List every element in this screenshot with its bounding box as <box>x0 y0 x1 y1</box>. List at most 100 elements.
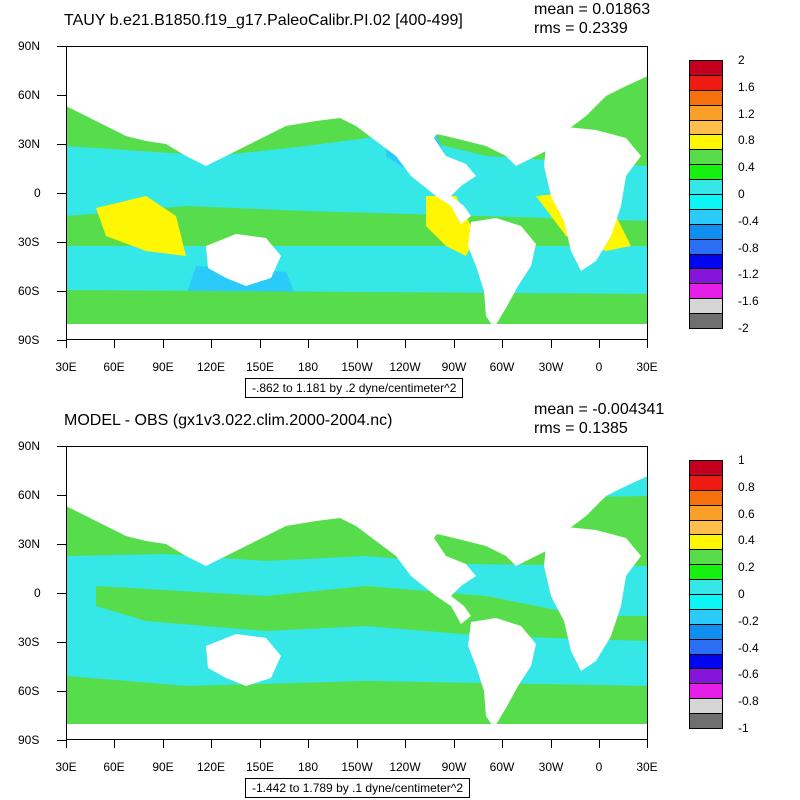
lat-tick <box>57 740 67 741</box>
lon-label: 120E <box>196 360 226 374</box>
lon-label: 30E <box>55 760 77 774</box>
lon-label: 90W <box>441 760 467 774</box>
lon-label: 120E <box>196 760 226 774</box>
colorbar-swatch <box>689 594 723 610</box>
lon-tick <box>647 340 648 348</box>
colorbar-label: -0.6 <box>738 667 759 682</box>
colorbar-label: 1.6 <box>738 79 755 94</box>
map-plot <box>66 446 648 740</box>
lon-label: 30W <box>538 760 564 774</box>
colorbar-swatch <box>689 164 723 181</box>
map-plot <box>66 46 648 340</box>
colorbar-swatch <box>689 134 723 151</box>
colorbar-swatch <box>689 208 723 225</box>
colorbar-swatch <box>689 253 723 270</box>
colorbar-swatch <box>689 313 723 329</box>
lon-label: 90E <box>152 360 174 374</box>
lat-label: 90S <box>18 333 40 347</box>
lon-label: 90W <box>441 360 467 374</box>
lat-tick <box>57 340 67 341</box>
lon-label: 30E <box>55 360 77 374</box>
lat-tick <box>57 144 67 145</box>
lat-label: 60N <box>18 88 41 102</box>
lon-tick <box>502 340 503 348</box>
colorbar-swatch <box>689 579 723 595</box>
colorbar-swatch <box>689 89 723 106</box>
lat-label: 30S <box>18 635 40 649</box>
mean-value: mean = 0.01863 <box>534 1 651 18</box>
lat-tick <box>57 593 67 594</box>
lon-tick <box>260 340 261 348</box>
lon-tick <box>454 340 455 348</box>
lon-label: 120W <box>389 360 421 374</box>
colorbar-label: -0.8 <box>738 240 759 255</box>
colorbar-swatch <box>689 564 723 581</box>
lon-tick <box>647 740 648 748</box>
lon-label: 0 <box>595 360 603 374</box>
lon-label: 60W <box>489 760 515 774</box>
colorbar-swatch <box>689 549 723 566</box>
plot-title: MODEL - OBS (gx1v3.022.clim.2000-2004.nc… <box>64 412 393 429</box>
colorbar-label: -1.2 <box>738 267 759 282</box>
lat-tick <box>57 544 67 545</box>
lat-label: 60N <box>18 488 41 502</box>
lon-label: 150E <box>245 360 275 374</box>
colorbar-label: 0.2 <box>738 560 755 575</box>
mean-value: mean = -0.004341 <box>534 401 665 418</box>
colorbar-swatch <box>689 104 723 121</box>
lon-label: 120W <box>389 760 421 774</box>
colorbar <box>689 460 724 729</box>
lat-tick <box>57 193 67 194</box>
colorbar-swatch <box>689 238 723 255</box>
lon-tick <box>357 740 358 748</box>
lon-tick <box>211 340 212 348</box>
lon-label: 30E <box>636 360 658 374</box>
contour-info-box: -.862 to 1.181 by .2 dyne/centimeter^2 <box>245 378 464 398</box>
lon-label: 0 <box>595 760 603 774</box>
lon-tick <box>551 340 552 348</box>
lon-tick <box>66 340 67 348</box>
colorbar-label: 0.8 <box>738 479 755 494</box>
top-panel: TAUY b.e21.B1850.f19_g17.PaleoCalibr.PI.… <box>18 1 759 398</box>
lon-tick <box>163 740 164 748</box>
colorbar-swatch <box>689 60 723 76</box>
lat-label: 30N <box>18 537 41 551</box>
lon-label: 60E <box>103 360 125 374</box>
lon-tick <box>599 740 600 748</box>
lon-label: 60E <box>103 760 125 774</box>
lon-tick <box>114 340 115 348</box>
lon-tick <box>308 740 309 748</box>
colorbar-swatch <box>689 489 723 506</box>
colorbar-swatch <box>689 608 723 625</box>
colorbar-swatch <box>689 474 723 491</box>
lat-label: 30S <box>18 235 40 249</box>
lat-tick <box>57 691 67 692</box>
plot-title: TAUY b.e21.B1850.f19_g17.PaleoCalibr.PI.… <box>64 12 463 29</box>
lat-tick <box>57 446 67 447</box>
colorbar-swatch <box>689 713 723 729</box>
colorbar-label: -0.8 <box>738 694 759 709</box>
colorbar <box>689 60 724 329</box>
lon-tick <box>66 740 67 748</box>
colorbar-label: 0.8 <box>738 133 755 148</box>
lon-label: 180 <box>297 360 319 374</box>
colorbar-label: -0.4 <box>738 213 759 228</box>
colorbar-swatch <box>689 698 723 715</box>
colorbar-label: -0.2 <box>738 613 759 628</box>
colorbar-swatch <box>689 119 723 136</box>
lon-label: 150W <box>341 360 373 374</box>
colorbar-label: 2 <box>738 53 745 67</box>
lon-label: 90E <box>152 760 174 774</box>
colorbar-swatch <box>689 623 723 640</box>
lon-tick <box>405 740 406 748</box>
colorbar-label: 0.4 <box>738 160 755 175</box>
colorbar-swatch <box>689 149 723 166</box>
lat-label: 30N <box>18 137 41 151</box>
colorbar-swatch <box>689 74 723 91</box>
lon-tick <box>551 740 552 748</box>
colorbar-swatch <box>689 534 723 551</box>
lat-tick <box>57 95 67 96</box>
lat-label: 0 <box>34 586 41 600</box>
colorbar-label: 0.4 <box>738 533 755 548</box>
bottom-panel: MODEL - OBS (gx1v3.022.clim.2000-2004.nc… <box>0 400 800 800</box>
